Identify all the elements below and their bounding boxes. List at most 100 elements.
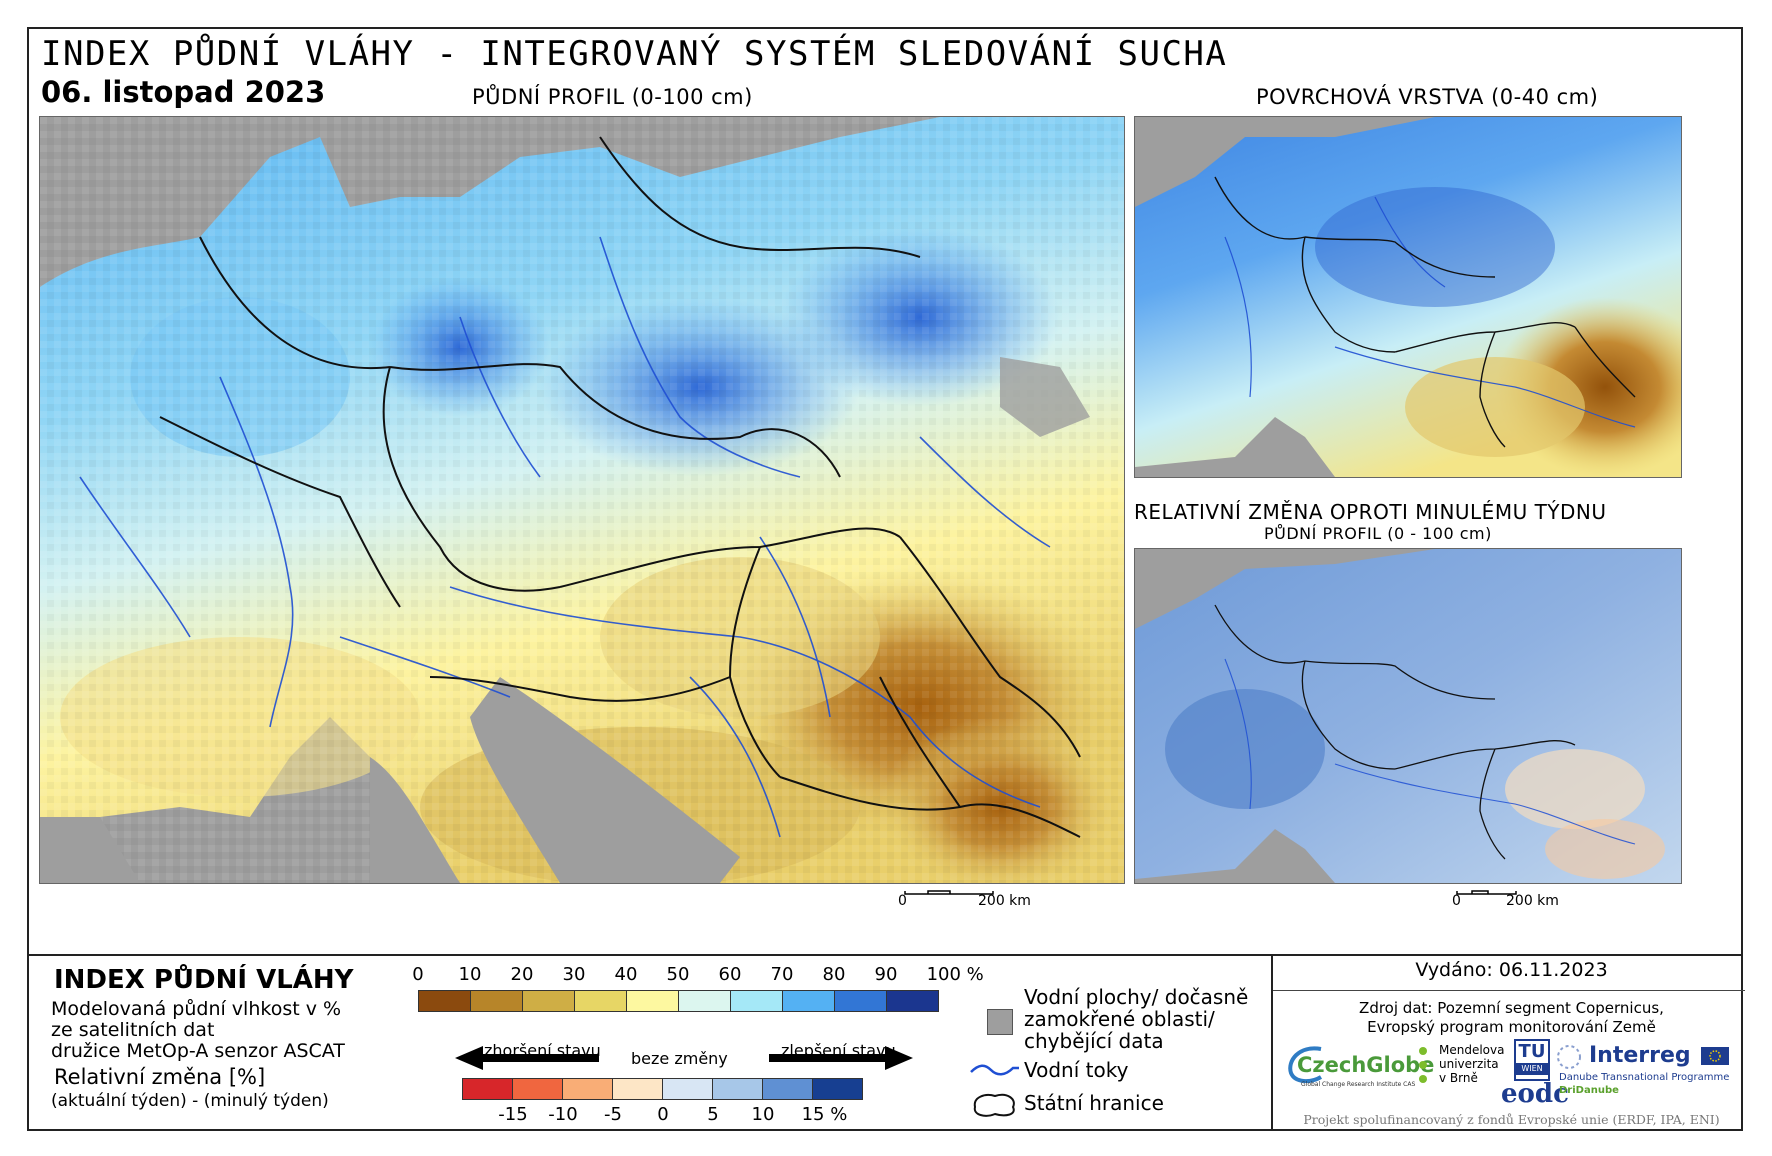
interreg-text: Interreg [1589,1043,1691,1068]
change-tick-label: 0 [657,1104,669,1125]
legend-divider [29,954,1741,956]
change-tick-label: -15 [498,1104,528,1125]
change-swatch [762,1078,813,1100]
index-tick-label: 0 [412,964,424,985]
index-swatch [834,990,887,1012]
tu-wien-logo: TU WIEN [1514,1039,1550,1081]
index-tick-label: 80 [822,964,846,985]
index-swatch [678,990,731,1012]
tu-text: TU [1518,1041,1546,1062]
source-line-1: Zdroj dat: Pozemní segment Copernicus, [1359,999,1664,1017]
change-swatch [512,1078,563,1100]
change-tick-label: 10 [751,1104,775,1125]
change-tick-label: -10 [548,1104,578,1125]
index-swatch [470,990,523,1012]
issued-date: Vydáno: 06.11.2023 [1415,959,1608,981]
issued-divider [1273,990,1745,991]
eu-flag-icon [1701,1047,1729,1065]
legend-desc-line-2: ze satelitních dat [51,1019,215,1041]
legend-desc-line-3: družice MetOp-A senzor ASCAT [51,1040,345,1062]
change-tick-label: 15 % [801,1104,848,1125]
change-map-label: RELATIVNÍ ZMĚNA OPROTI MINULÉMU TÝDNU [1134,500,1607,524]
legend-title: INDEX PŮDNÍ VLÁHY [54,965,354,995]
worse-label: zhoršení stavu [484,1041,601,1060]
mendel-line-2: univerzita [1439,1057,1499,1071]
change-direction-arrows [455,1046,913,1070]
better-label: zlepšení stavu [781,1041,896,1060]
mendel-dots-icon [1419,1047,1427,1083]
surface-layer-map[interactable] [1134,116,1682,478]
source-line-2: Evropský program monitorování Země [1367,1018,1656,1036]
border-symbol-icon [973,1093,1015,1117]
index-swatch [730,990,783,1012]
main-scalebar-zero: 0 [898,893,907,909]
dridanube-text: DriDanube [1559,1085,1619,1096]
change-swatch [462,1078,513,1100]
issue-date-heading: 06. listopad 2023 [41,75,326,109]
small-scalebar-distance: 200 km [1506,893,1559,909]
small-scalebar-zero: 0 [1452,893,1461,909]
tu-subtext: WIEN [1516,1063,1548,1075]
water-label-line-3: chybějící data [1024,1029,1164,1053]
index-swatch [626,990,679,1012]
change-swatch [562,1078,613,1100]
change-swatch [812,1078,863,1100]
index-tick-label: 60 [718,964,742,985]
czechglobe-text: CzechGlobe [1297,1053,1435,1077]
index-tick-label: 10 [458,964,482,985]
index-tick-label: 40 [614,964,638,985]
index-tick-label: 30 [562,964,586,985]
borders-label: Státní hranice [1024,1091,1164,1115]
index-tick-label: 100 % [926,964,984,985]
water-label-line-2: zamokřené oblasti/ [1024,1007,1215,1031]
water-bodies-swatch [987,1009,1013,1035]
main-map-svg [40,117,1124,883]
footer-divider [1271,954,1273,1131]
change-color-scale [462,1078,863,1100]
relative-change-map[interactable] [1134,548,1682,884]
main-scalebar-graphic [904,890,994,895]
no-change-label: beze změny [631,1049,728,1068]
data-source: Zdroj dat: Pozemní segment Copernicus, E… [1279,999,1744,1037]
index-tick-label: 50 [666,964,690,985]
change-tick-label: -5 [604,1104,622,1125]
main-scalebar-distance: 200 km [978,893,1031,909]
change-swatch [662,1078,713,1100]
legend-description: Modelovaná půdní vlhkost v % ze satelitn… [51,999,345,1062]
change-legend-title: Relativní změna [%] [54,1065,266,1089]
surface-map-svg [1135,117,1681,477]
interreg-subtext: Danube Transnational Programme [1559,1072,1730,1083]
index-tick-label: 70 [770,964,794,985]
river-symbol-icon [970,1064,1019,1076]
surface-map-label: POVRCHOVÁ VRSTVA (0-40 cm) [1256,85,1599,109]
eu-stars-icon [1709,1050,1721,1062]
water-bodies-label: Vodní plochy/ dočasně zamokřené oblasti/… [1024,986,1248,1052]
interreg-star-icon [1557,1045,1581,1069]
czechglobe-subtext: Global Change Research Institute CAS [1301,1081,1416,1088]
eodc-logo: eodc [1501,1079,1569,1109]
main-soil-moisture-map[interactable] [39,116,1125,884]
change-map-sublabel: PŮDNÍ PROFIL (0 - 100 cm) [1264,524,1492,543]
mendel-line-3: v Brně [1439,1071,1478,1085]
change-map-svg [1135,549,1681,883]
czechglobe-swoosh-icon [1288,1046,1323,1083]
index-swatch [782,990,835,1012]
index-color-scale [418,990,939,1012]
change-tick-label: 5 [707,1104,719,1125]
page-title: INDEX PŮDNÍ VLÁHY - INTEGROVANÝ SYSTÉM S… [41,34,1228,74]
index-swatch [886,990,939,1012]
index-swatch [574,990,627,1012]
mendel-line-1: Mendelova [1439,1043,1505,1057]
rivers-label: Vodní toky [1024,1058,1129,1082]
small-scalebar-graphic [1456,890,1517,895]
change-swatch [612,1078,663,1100]
index-tick-label: 90 [874,964,898,985]
project-funding: Projekt spolufinancovaný z fondů Evropsk… [1303,1112,1720,1127]
map-sheet: INDEX PŮDNÍ VLÁHY - INTEGROVANÝ SYSTÉM S… [27,27,1745,1131]
index-tick-label: 20 [510,964,534,985]
change-swatch [712,1078,763,1100]
change-legend-description: (aktuální týden) - (minulý týden) [51,1091,329,1111]
index-swatch [418,990,471,1012]
main-map-label: PŮDNÍ PROFIL (0-100 cm) [472,85,753,109]
legend-desc-line-1: Modelovaná půdní vlhkost v % [51,998,342,1020]
